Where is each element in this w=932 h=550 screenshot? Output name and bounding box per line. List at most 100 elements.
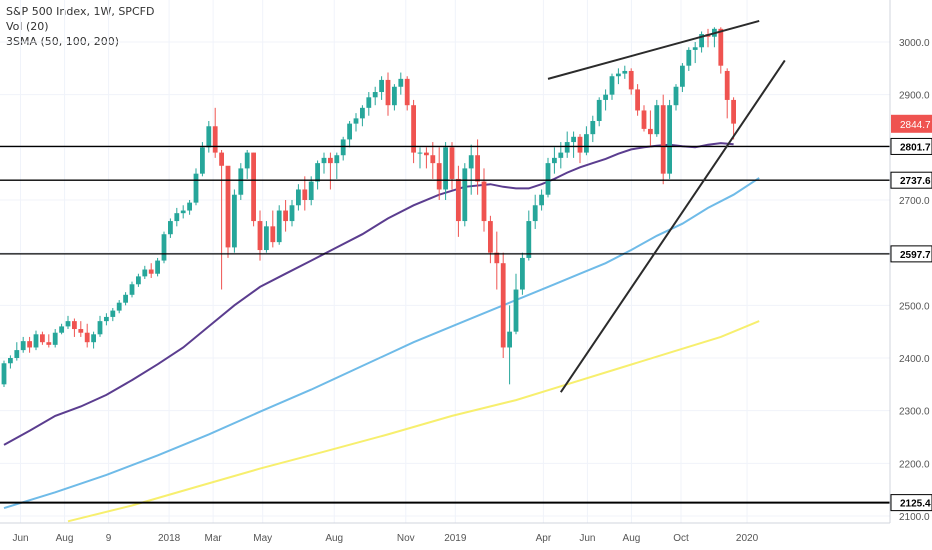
candle-body[interactable] [494,252,500,264]
candle-body[interactable] [200,147,205,174]
candle-body[interactable] [596,99,602,121]
candle-body[interactable] [436,163,442,190]
candle-body[interactable] [456,178,461,222]
candle-body[interactable] [372,92,378,98]
candle-body[interactable] [603,94,608,100]
candle-body[interactable] [641,110,647,129]
candle-body[interactable] [392,86,397,106]
candle-body[interactable] [385,79,391,106]
candle-body[interactable] [366,97,372,108]
candle-body[interactable] [59,326,64,333]
candle-body[interactable] [296,189,301,206]
candle-body[interactable] [628,70,634,90]
candle-body[interactable] [424,152,429,156]
candle-body[interactable] [142,269,148,277]
candle-body[interactable] [84,332,90,343]
candle-body[interactable] [270,226,276,243]
candle-body[interactable] [520,257,525,290]
candle-body[interactable] [513,289,519,332]
candle-body[interactable] [609,76,615,95]
candle-body[interactable] [129,284,135,295]
candle-body[interactable] [40,334,45,343]
candle-body[interactable] [488,221,493,253]
candle-body[interactable] [558,152,564,158]
candle-body[interactable] [212,126,218,153]
candle-body[interactable] [475,155,480,182]
candle-body[interactable] [718,28,724,66]
candle-body[interactable] [731,99,736,124]
candle-body[interactable] [155,260,160,274]
candle-body[interactable] [65,321,71,327]
candle-body[interactable] [564,142,570,153]
candle-body[interactable] [654,105,660,135]
candle-body[interactable] [481,181,487,222]
candle-body[interactable] [449,147,455,179]
candle-body[interactable] [180,210,186,214]
candle-body[interactable] [251,152,256,222]
candle-body[interactable] [78,329,84,333]
candle-body[interactable] [417,152,423,154]
candle-body[interactable] [635,89,640,111]
candle-body[interactable] [552,157,557,164]
candle-body[interactable] [584,134,589,153]
candle-body[interactable] [116,302,122,311]
candle-body[interactable] [8,358,13,364]
candle-body[interactable] [526,221,532,258]
candle-body[interactable] [539,194,544,206]
candle-body[interactable] [27,341,32,348]
candle-body[interactable] [136,276,141,285]
candle-body[interactable] [462,168,468,222]
candle-body[interactable] [667,105,672,174]
candle-body[interactable] [123,294,128,303]
candle-body[interactable] [340,139,346,156]
candle-body[interactable] [648,128,653,135]
candle-body[interactable] [33,334,39,348]
candle-body[interactable] [398,78,404,87]
candle-body[interactable] [232,194,237,248]
candle-body[interactable] [97,321,103,335]
candle-body[interactable] [500,263,506,348]
candle-body[interactable] [379,79,384,93]
candle-body[interactable] [660,105,666,174]
candle-body[interactable] [91,334,96,343]
volume-indicator-label[interactable]: Vol (20) [6,20,49,33]
candle-body[interactable] [590,121,596,135]
candle-body[interactable] [104,316,109,322]
candle-body[interactable] [52,332,58,345]
candle-body[interactable] [616,73,621,77]
candle-body[interactable] [404,78,410,106]
candle-body[interactable] [174,213,180,222]
candle-body[interactable] [443,147,448,190]
candle-body[interactable] [148,269,154,274]
candle-body[interactable] [724,70,730,100]
candle-body[interactable] [238,168,244,195]
candle-body[interactable] [571,136,576,143]
candle-body[interactable] [308,181,314,200]
candle-body[interactable] [257,221,263,251]
candle-body[interactable] [686,49,692,66]
symbol-title[interactable]: S&P 500 Index, 1W, SPCFD [6,5,155,18]
candle-body[interactable] [411,105,416,153]
candle-body[interactable] [14,350,20,358]
candle-body[interactable] [276,210,282,243]
candle-body[interactable] [692,47,698,50]
trendline[interactable] [559,59,786,393]
candle-body[interactable] [225,165,231,248]
candle-body[interactable] [545,163,551,195]
candle-body[interactable] [302,189,308,200]
candle-body[interactable] [315,163,320,182]
candle-body[interactable] [1,363,7,385]
candle-body[interactable] [353,118,359,124]
candle-body[interactable] [289,205,295,222]
candle-body[interactable] [283,210,288,222]
candle-body[interactable] [321,157,327,164]
candle-body[interactable] [264,226,269,251]
candle-body[interactable] [206,126,212,148]
candle-body[interactable] [110,310,116,317]
candle-body[interactable] [46,342,52,345]
candle-body[interactable] [347,123,352,140]
candle-body[interactable] [328,157,333,164]
candle-body[interactable] [507,331,512,348]
trendline[interactable] [547,19,760,80]
